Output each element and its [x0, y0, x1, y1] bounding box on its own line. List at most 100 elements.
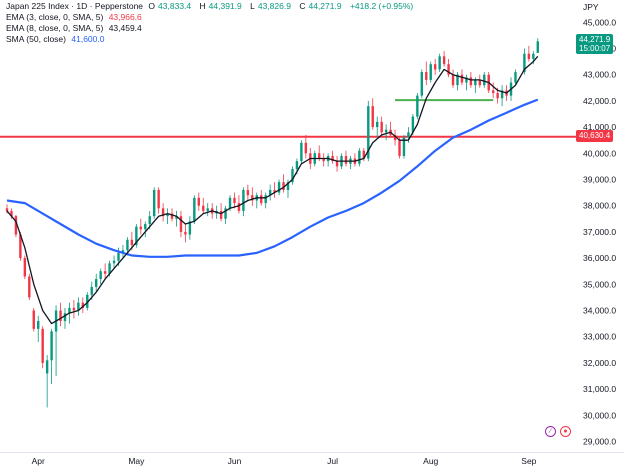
candle-body [260, 195, 263, 204]
candle-body [99, 271, 102, 280]
candle-body [166, 213, 169, 217]
ema-8-line [6, 55, 539, 325]
candle-body [139, 226, 143, 230]
candle-body [90, 286, 93, 295]
y-tick-label: 32,000.0 [583, 358, 616, 368]
y-tick-label: 30,000.0 [583, 410, 616, 420]
y-tick-label: 31,000.0 [583, 384, 616, 394]
y-tick-label: 43,000.0 [583, 70, 616, 80]
candle-body [28, 276, 31, 298]
candle-body [318, 153, 321, 159]
x-tick-label: Apr [32, 456, 45, 466]
candle-body [95, 279, 98, 287]
candle-body [362, 150, 366, 159]
chart-style-icon[interactable]: ∕ [545, 426, 556, 437]
candle-body [179, 216, 183, 232]
candle-body [429, 64, 432, 80]
candle-body [130, 239, 134, 245]
candle-body [68, 307, 71, 314]
candle-body [121, 250, 125, 253]
x-tick-label: May [128, 456, 145, 466]
candle-body [237, 203, 241, 211]
candle-body [77, 302, 80, 311]
candle-body [500, 90, 504, 99]
candle-body [465, 77, 468, 83]
candle-body [206, 208, 209, 211]
candle-body [268, 189, 272, 196]
candle-body [117, 252, 120, 261]
candle-body [286, 182, 290, 190]
candle-body [420, 72, 424, 96]
legend: Japan 225 Index · 1D · Pepperstone O 43,8… [6, 1, 416, 45]
indicator-ema-8[interactable]: EMA (8, close, 0, SMA, 5) 43,459.4 [6, 23, 416, 34]
price-change: +418.2 (+0.95%) [349, 1, 414, 11]
candle-body [277, 182, 281, 193]
y-tick-label: 36,000.0 [583, 253, 616, 263]
candle-body [322, 158, 325, 162]
legend-title-row: Japan 225 Index · 1D · Pepperstone O 43,8… [6, 1, 416, 12]
candle-body [108, 263, 111, 274]
candle-body [148, 216, 151, 225]
candle-body [112, 260, 116, 264]
candle-body [398, 140, 401, 156]
candle-body [126, 239, 129, 251]
candle-body [282, 182, 285, 190]
candle-body [10, 210, 13, 217]
candle-body [5, 208, 9, 212]
candle-body [246, 189, 250, 196]
indicator-value: 43,459.4 [108, 23, 142, 33]
y-tick-label: 45,000.0 [583, 17, 616, 27]
candle-body [19, 234, 22, 259]
candle-body [425, 72, 428, 80]
y-tick-label: 42,000.0 [583, 96, 616, 106]
candle-body [331, 155, 334, 162]
candle-body [514, 72, 517, 83]
last-price-tag: 44,271.9 15:00:07 [576, 34, 614, 54]
candle-body [304, 142, 308, 154]
candle-body [50, 331, 53, 361]
candle-body [478, 79, 481, 86]
candle-body [536, 41, 539, 53]
candle-body [416, 95, 419, 117]
candle-body [456, 74, 459, 86]
candle-body [438, 56, 441, 70]
candle-body [523, 53, 526, 73]
candle-body [358, 150, 361, 164]
candle-body [184, 231, 187, 235]
candle-body [193, 197, 196, 222]
candle-body [376, 121, 379, 128]
candle-body [371, 106, 374, 128]
candle-body [37, 320, 40, 329]
candle-body [81, 302, 85, 308]
candle-body [367, 106, 370, 159]
candle-body [103, 271, 107, 274]
last-price-value: 44,271.9 [579, 35, 611, 44]
candle-body [384, 129, 388, 133]
candle-body [188, 221, 192, 235]
candle-body [344, 155, 348, 164]
candle-body [300, 142, 303, 162]
indicator-value: 43,966.6 [108, 12, 142, 22]
currency-label: JPY [583, 2, 599, 12]
candle-body [135, 226, 138, 245]
indicator-label: EMA (3, close, 0, SMA, 5) [6, 12, 104, 22]
candle-body [251, 195, 254, 201]
candle-body [295, 161, 299, 170]
candle-body [451, 74, 455, 86]
indicator-ema-3[interactable]: EMA (3, close, 0, SMA, 5) 43,966.6 [6, 12, 416, 23]
ohlc-low: L 43,826.9 [250, 1, 291, 11]
candle-body [32, 310, 35, 329]
candle-body [14, 216, 18, 235]
indicator-sma-50[interactable]: SMA (50, close) 41,600.0 [6, 34, 416, 45]
candle-body [291, 169, 294, 183]
level-price-tag: 40,630.4 [576, 130, 614, 142]
record-icon[interactable]: ● [560, 426, 571, 437]
indicator-value: 41,600.0 [71, 34, 105, 44]
candle-body [41, 328, 44, 363]
ohlc-high: H 44,391.9 [199, 1, 242, 11]
sma-50-line [6, 98, 539, 258]
symbol-title[interactable]: Japan 225 Index · 1D · Pepperstone [6, 1, 144, 11]
y-tick-label: 37,000.0 [583, 227, 616, 237]
